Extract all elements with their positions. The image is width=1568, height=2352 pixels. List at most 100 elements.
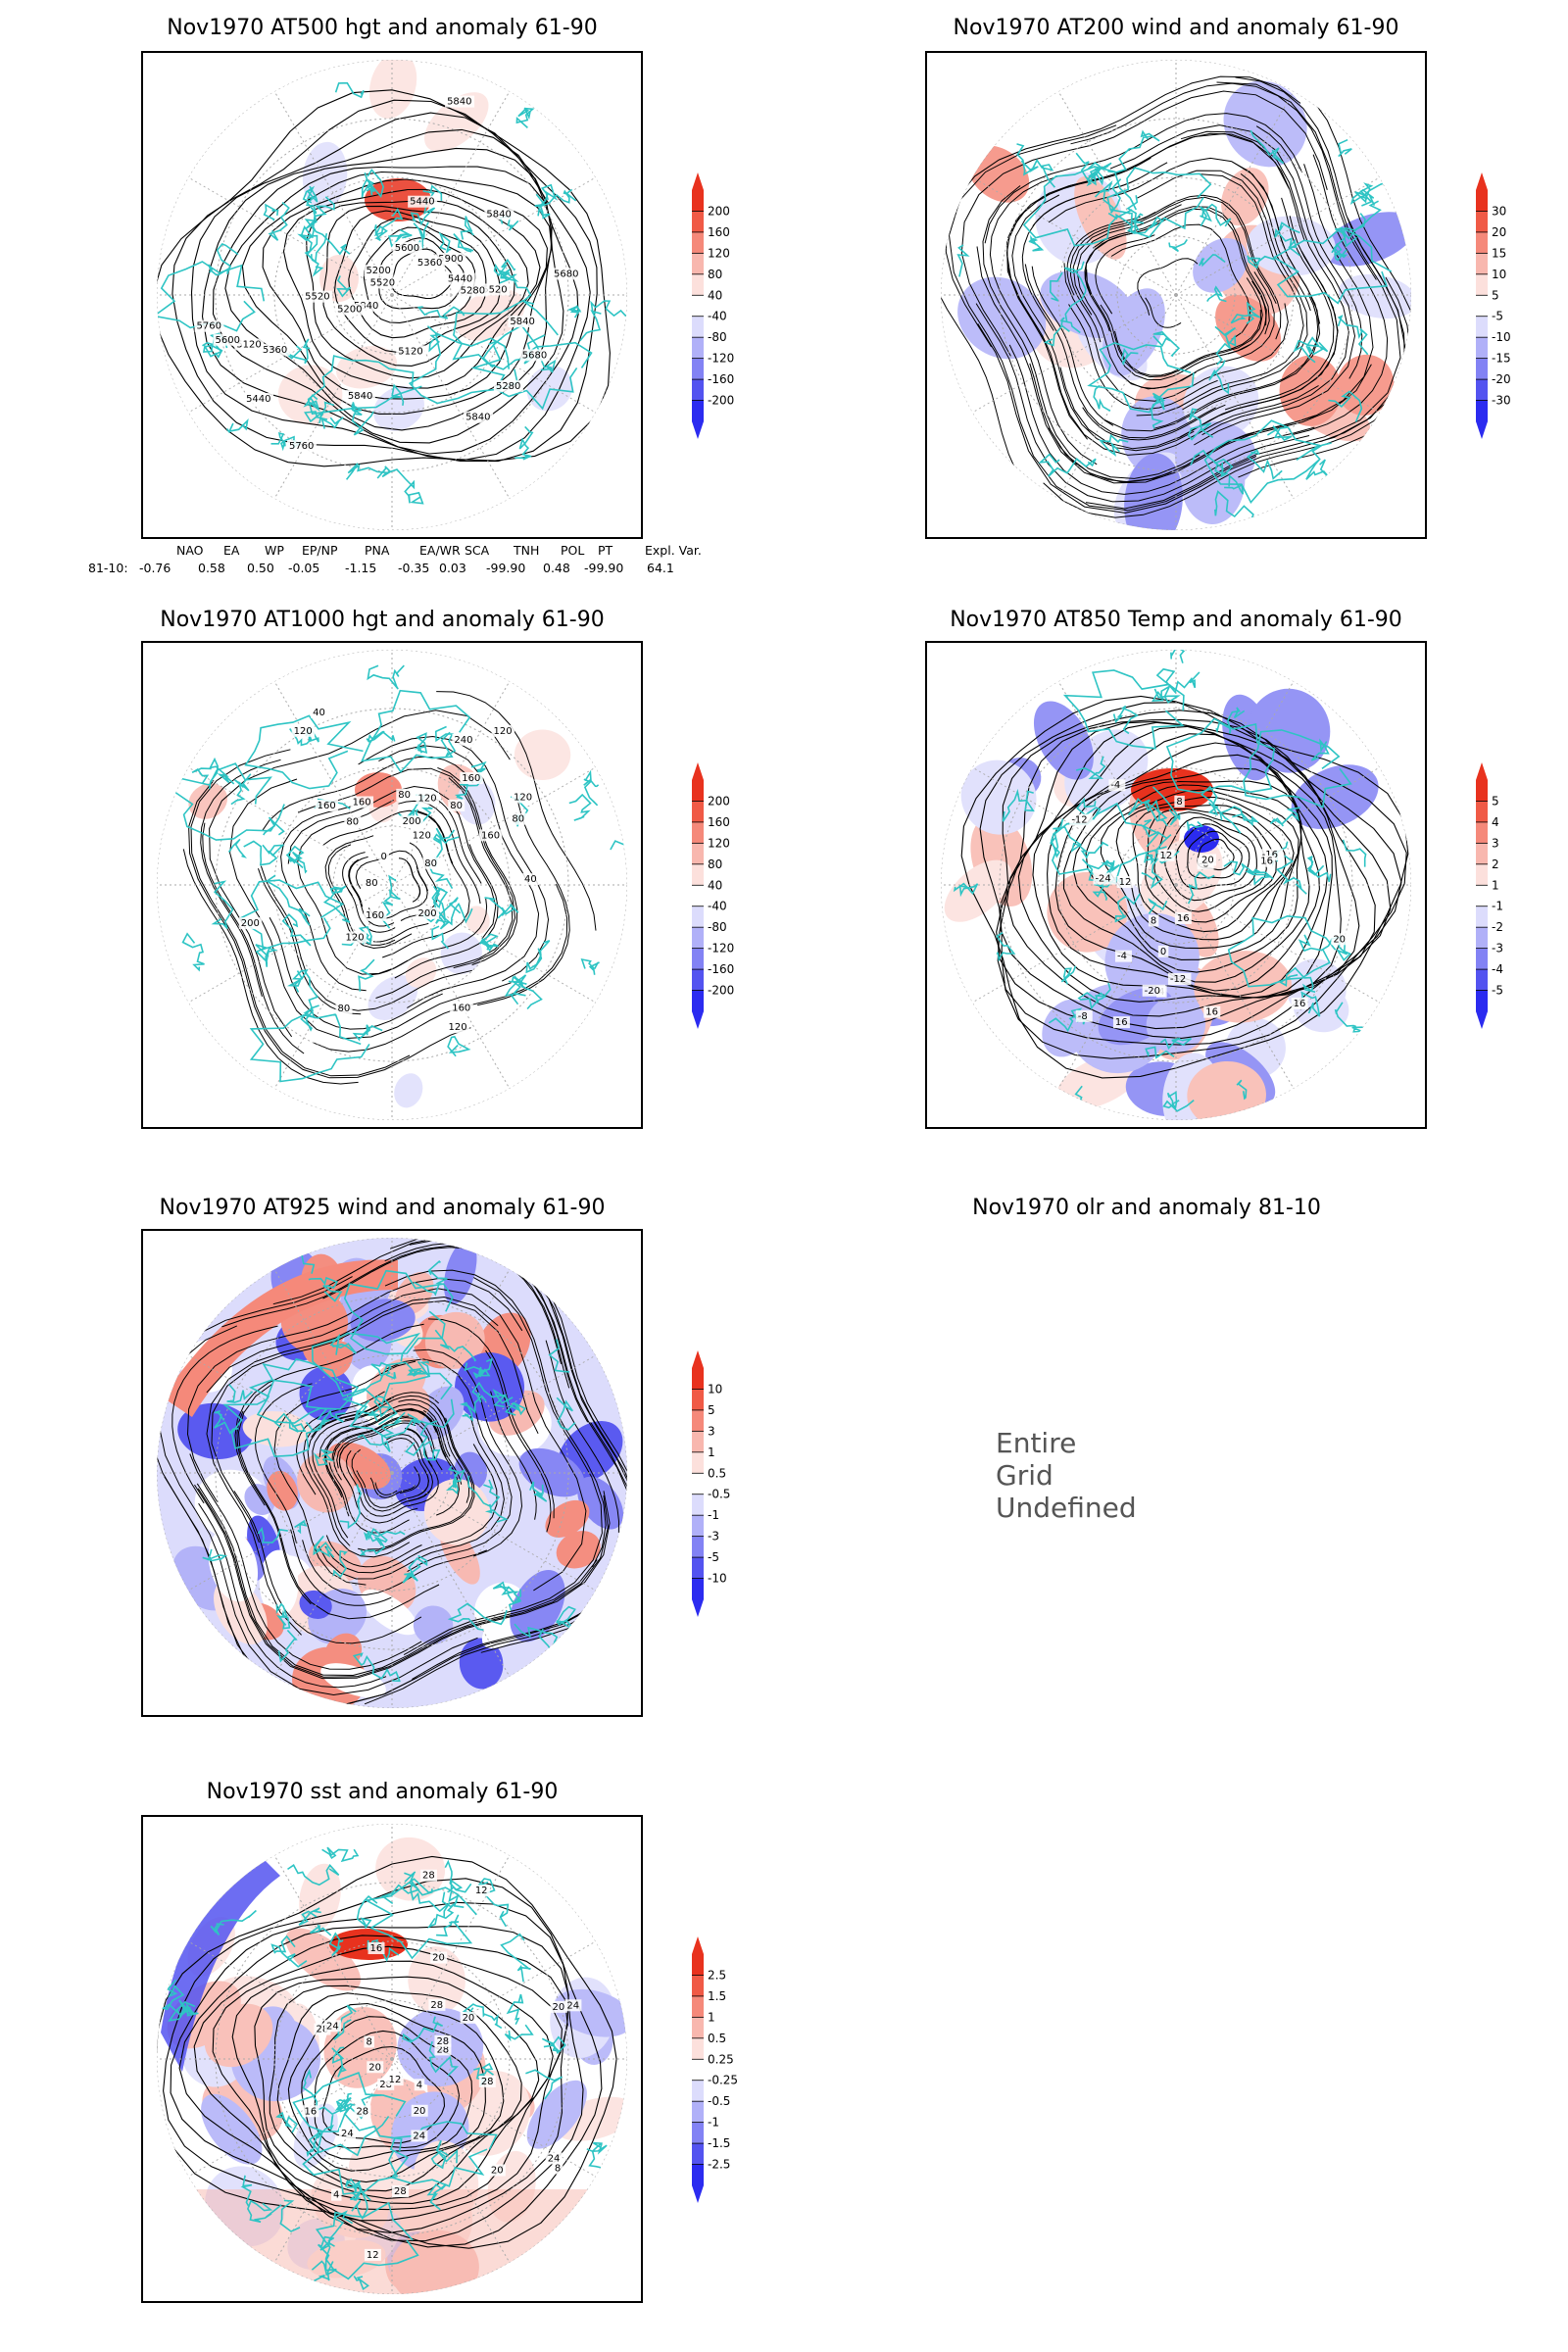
colorbar: 200 160 120 80 40 -40 -80 -120 -160 -200: [692, 762, 734, 1029]
colorbar-swatch: [692, 358, 704, 380]
telecon-header: EA/WR: [419, 543, 461, 558]
colorbar-swatch: [692, 1368, 704, 1390]
colorbar-swatch: [692, 2080, 704, 2102]
map-850temp: 1612840-4-8-12-16-20-2416161612162020-8-…: [925, 641, 1427, 1129]
svg-text:16: 16: [1260, 857, 1273, 867]
colorbar-arrow: [692, 1936, 704, 1954]
svg-text:20: 20: [414, 2106, 426, 2117]
telecon-header: PNA: [365, 543, 390, 558]
svg-text:8: 8: [555, 2163, 561, 2174]
colorbar-arrow: [692, 762, 704, 780]
colorbar-label: 10: [708, 1382, 722, 1396]
svg-text:-12: -12: [1071, 815, 1087, 826]
colorbar-swatch: [692, 885, 704, 907]
colorbar-label: 1: [708, 2010, 715, 2024]
svg-text:24: 24: [341, 2129, 354, 2139]
colorbar-label: -3: [708, 1530, 719, 1544]
svg-text:0: 0: [380, 852, 386, 862]
polar-map: [157, 1238, 627, 1708]
svg-text:8: 8: [1151, 915, 1156, 926]
colorbar-swatch: [1476, 885, 1488, 907]
colorbar: 30 20 15 10 5 -5 -10 -15 -20 -30: [1476, 172, 1511, 439]
colorbar-label: 3: [1492, 836, 1499, 850]
svg-text:24: 24: [548, 2153, 561, 2164]
svg-text:5200: 5200: [366, 266, 390, 276]
colorbar-swatch: [692, 906, 704, 928]
panel-title: Nov1970 AT925 wind and anomaly 61-90: [159, 1196, 606, 1220]
colorbar-label: 0.5: [708, 1466, 726, 1480]
colorbar-label: -2.5: [708, 2158, 730, 2172]
colorbar-label: -20: [1492, 372, 1511, 386]
colorbar-swatch: [1476, 927, 1488, 950]
svg-text:5360: 5360: [263, 345, 287, 356]
svg-text:12: 12: [367, 2250, 379, 2261]
telecon-value: -1.15: [345, 561, 377, 575]
colorbar-swatch: [692, 1578, 704, 1600]
colorbar-swatch: [692, 400, 704, 422]
colorbar-swatch: [1476, 780, 1488, 802]
colorbar-swatch: [692, 231, 704, 254]
telecon-value: -99.90: [584, 561, 624, 575]
colorbar-swatch: [692, 969, 704, 992]
colorbar-label: -160: [708, 372, 734, 386]
colorbar-swatch: [692, 863, 704, 886]
colorbar-swatch: [692, 1975, 704, 1997]
telecon-header: POL: [561, 543, 585, 558]
telecon-value: -0.05: [288, 561, 320, 575]
svg-text:160: 160: [353, 797, 371, 808]
colorbar-swatch: [692, 190, 704, 212]
colorbar-swatch: [692, 801, 704, 823]
telecon-header: SCA: [465, 543, 490, 558]
contours: [157, 89, 611, 467]
svg-text:120: 120: [449, 1022, 467, 1033]
polar-map: 1612840-4-8-12-16-20-2416161612162020-8-…: [941, 650, 1411, 1120]
colorbar-label: 40: [708, 288, 722, 302]
svg-text:5760: 5760: [289, 441, 314, 452]
svg-text:80: 80: [512, 814, 524, 825]
svg-text:5120: 5120: [236, 339, 261, 350]
svg-text:12: 12: [475, 1886, 488, 1896]
colorbar: 5 4 3 2 1 -1 -2 -3 -4 -5: [1476, 762, 1503, 1029]
telecon-value: -0.76: [139, 561, 172, 575]
svg-text:200: 200: [241, 918, 260, 929]
colorbar-swatch: [692, 2037, 704, 2060]
colorbar-label: 1.5: [708, 1989, 726, 2003]
colorbar-swatch: [1476, 969, 1488, 992]
colorbar-swatch: [692, 1494, 704, 1516]
svg-text:16: 16: [1205, 1007, 1218, 1018]
colorbar-label: -1: [708, 1508, 719, 1522]
svg-text:-8: -8: [1078, 1011, 1088, 1022]
svg-text:5520: 5520: [305, 292, 329, 303]
colorbar-label: 0.25: [708, 2052, 734, 2066]
colorbar-label: -1.5: [708, 2136, 730, 2150]
svg-text:20: 20: [368, 2062, 381, 2073]
svg-text:16: 16: [1294, 999, 1306, 1009]
colorbar-label: 200: [708, 204, 730, 218]
svg-text:5680: 5680: [522, 350, 547, 361]
colorbar-arrow: [1476, 762, 1488, 780]
svg-text:40: 40: [524, 874, 537, 885]
teleconnection-table: NAO EA WP EP/NP PNA EA/WR SCA TNH POL PT Expl. Var…: [88, 543, 755, 582]
colorbar-label: -10: [1492, 330, 1511, 344]
colorbar-swatch: [692, 2017, 704, 2039]
svg-text:0: 0: [1160, 947, 1166, 957]
colorbar-swatch: [1476, 400, 1488, 422]
svg-text:16: 16: [1177, 913, 1190, 924]
colorbar-label: -1: [1492, 900, 1503, 913]
contour-labels: 8012016016020012080160120402402001208080…: [238, 707, 540, 1034]
colorbar-swatch: [1476, 253, 1488, 275]
telecon-value: 64.1: [647, 561, 674, 575]
svg-text:5600: 5600: [216, 335, 240, 346]
svg-text:12: 12: [1160, 851, 1173, 861]
svg-text:28: 28: [394, 2186, 407, 2197]
svg-text:16: 16: [1115, 1017, 1128, 1028]
svg-text:120: 120: [418, 794, 437, 805]
svg-text:5520: 5520: [370, 277, 395, 288]
map-1000hgt: 80 120 160 160 200 120 80 160 120 40 240 200 120 80 80…: [141, 641, 643, 1129]
svg-text:5120: 5120: [398, 346, 422, 357]
svg-text:80: 80: [337, 1004, 350, 1014]
colorbar-swatch: [692, 253, 704, 275]
colorbar-swatch: [1476, 863, 1488, 886]
svg-text:28: 28: [422, 1871, 435, 1882]
svg-text:5840: 5840: [466, 413, 490, 423]
